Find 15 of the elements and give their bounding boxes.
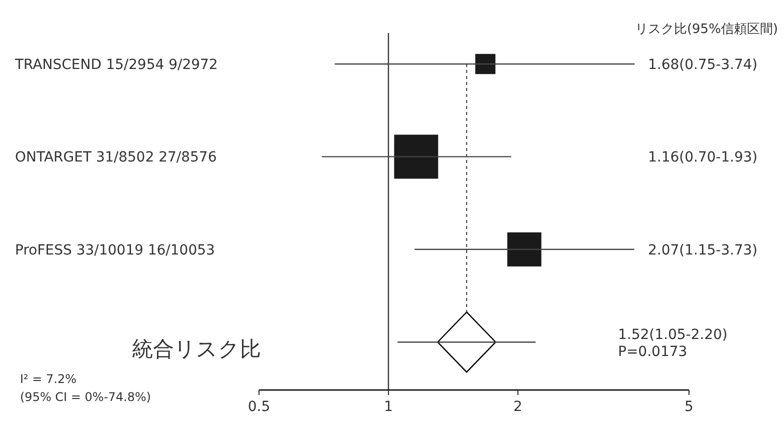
x-tick-label: 2: [513, 399, 522, 415]
y-tick-label: 統合リスク比: [132, 337, 261, 362]
annotation: リスク比(95%信頼区間): [634, 22, 778, 37]
y-tick-label: ONTARGET 31/8502 27/8576: [15, 150, 217, 166]
annotation: 2.07(1.15-3.73): [648, 242, 758, 258]
x-tick-label: 5: [684, 399, 694, 415]
x-tick-label: 1: [384, 399, 393, 415]
annotation: 1.16(0.70-1.93): [648, 150, 758, 166]
y-tick-label: TRANSCEND 15/2954 9/2972: [14, 57, 218, 73]
text: I² = 7.2%: [20, 372, 77, 386]
y-tick-label: ProFESS 33/10019 16/10053: [15, 242, 215, 258]
annotation: 1.68(0.75-3.74): [648, 57, 758, 73]
x-tick-label: 0.5: [248, 399, 270, 415]
annotation: 1.52(1.05-2.20) P=0.0173: [618, 327, 728, 360]
text: (95% CI = 0%-74.8%): [20, 390, 151, 404]
